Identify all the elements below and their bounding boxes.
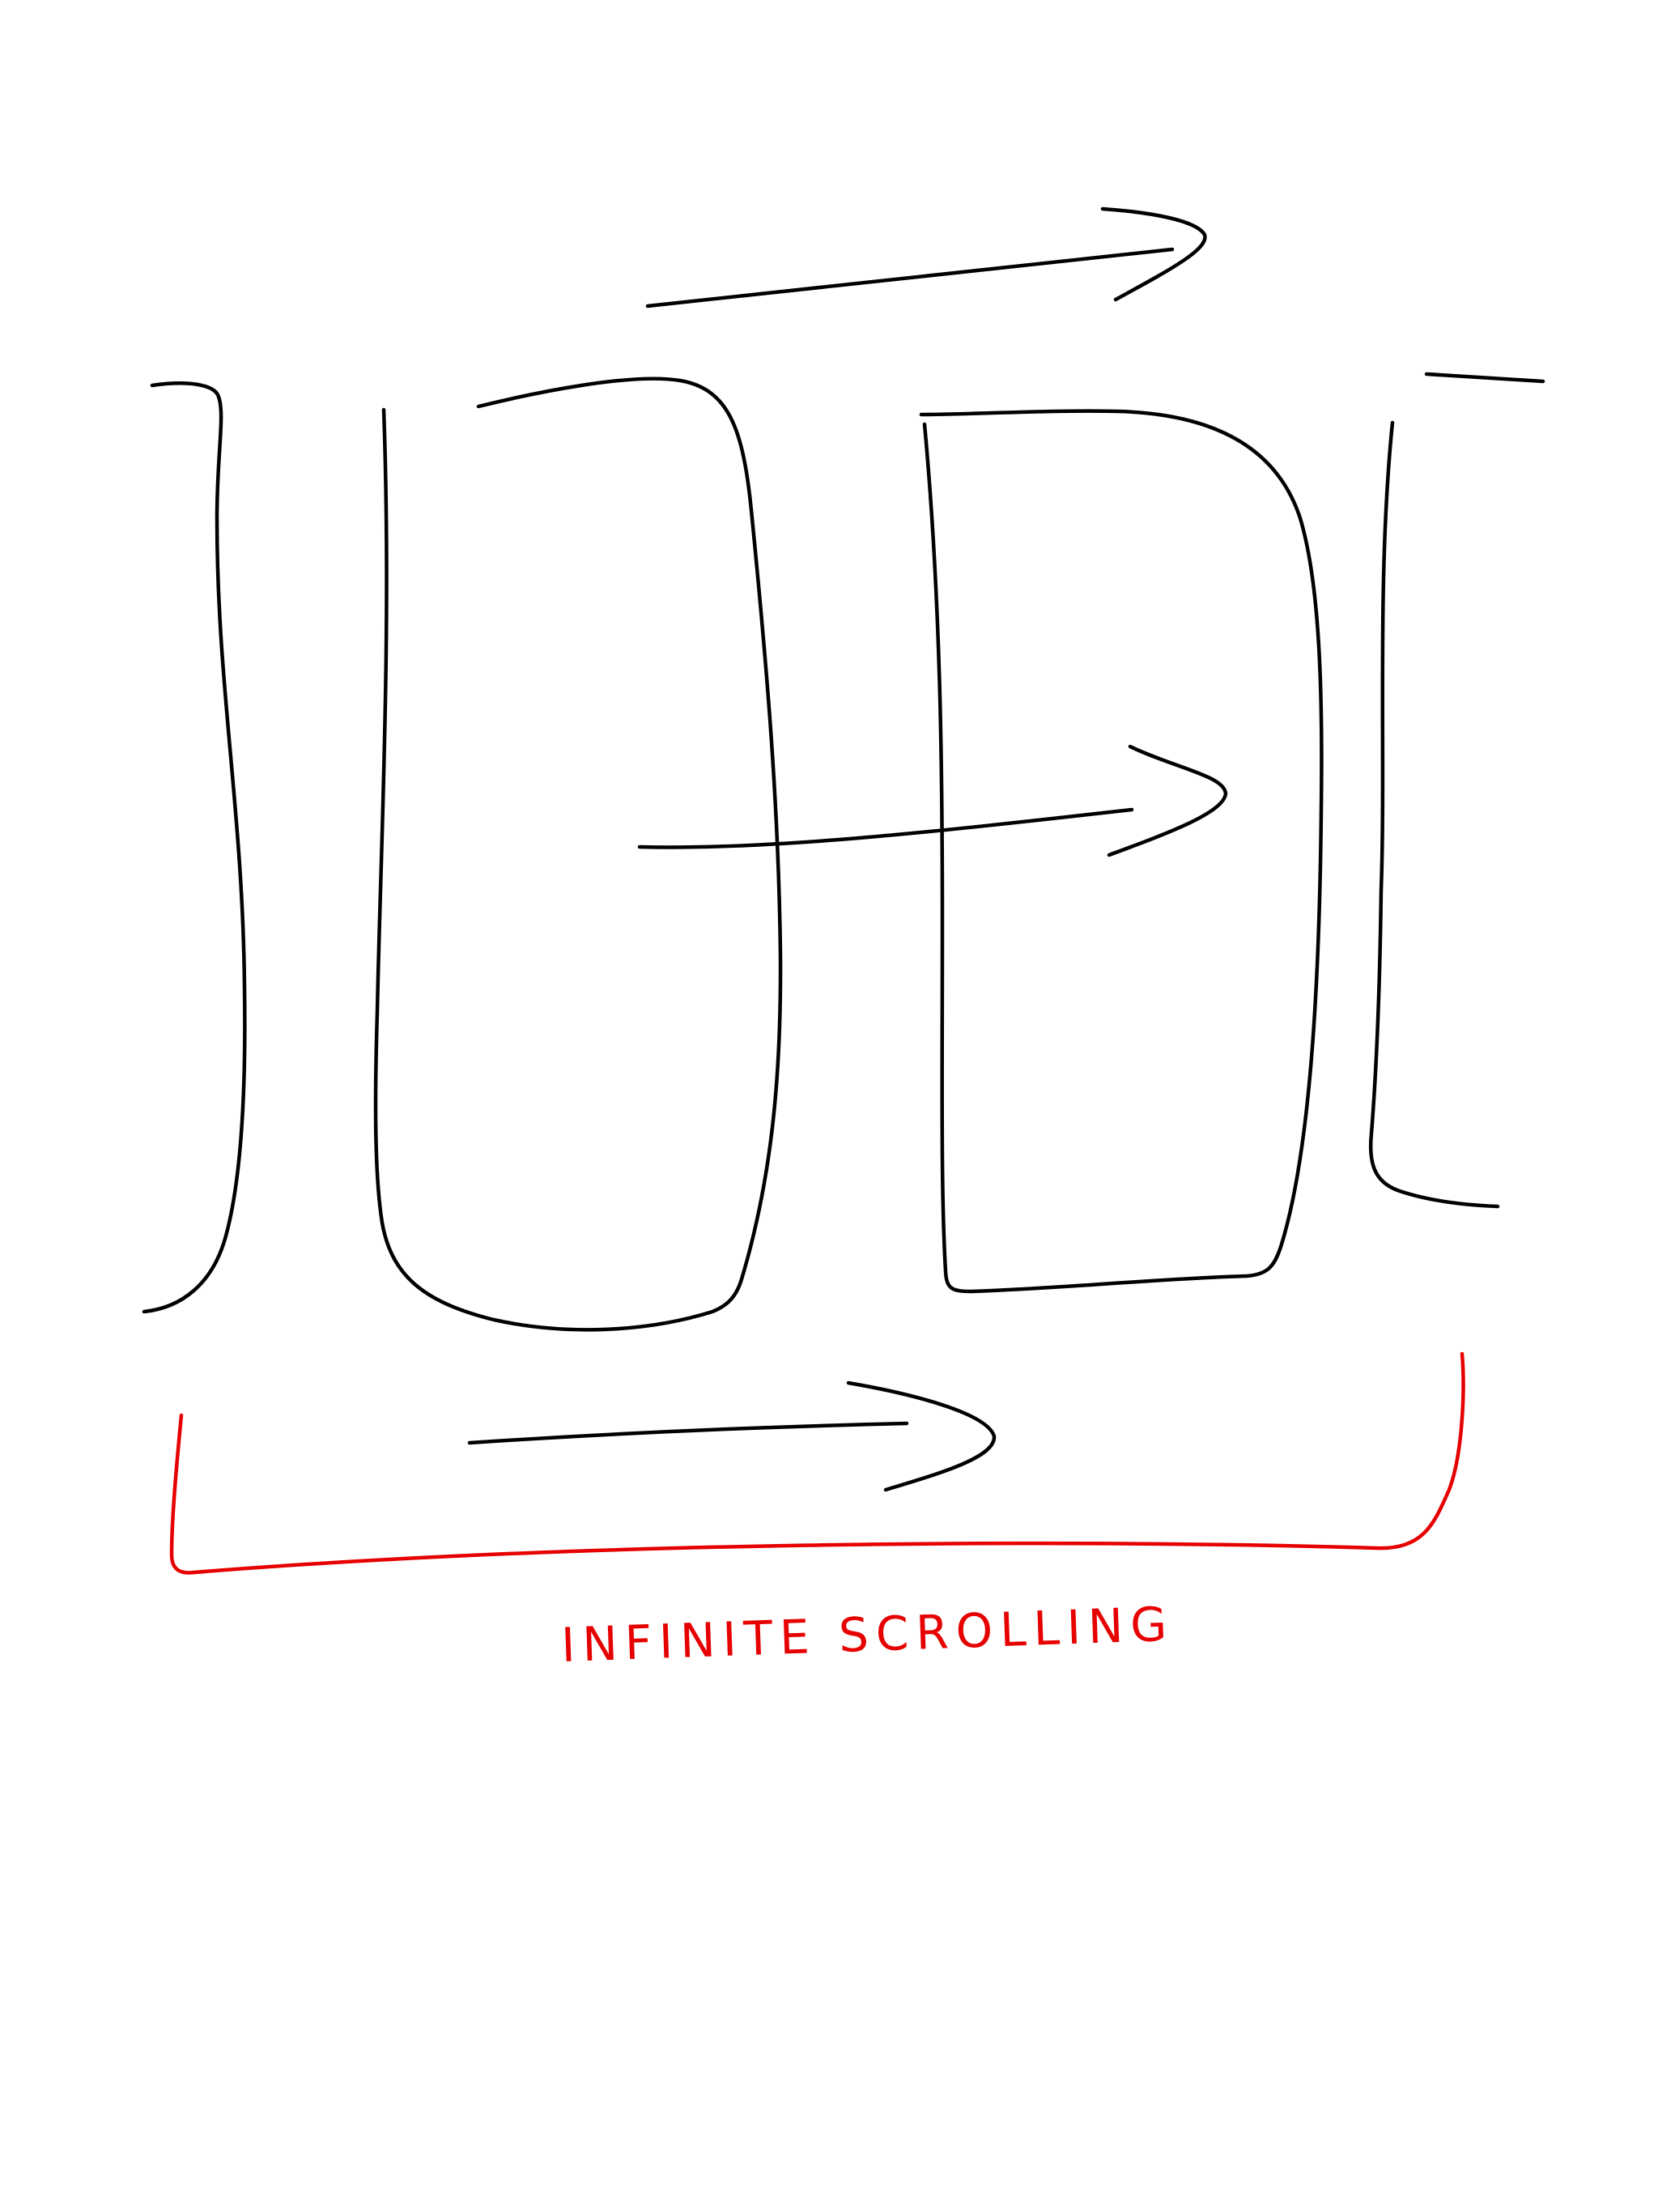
card-left-partial (142, 381, 247, 1314)
card-right-partial-top (1424, 372, 1545, 384)
arrow-middle-head (1107, 744, 1228, 857)
arrow-middle (637, 807, 1134, 849)
caption-infinite-scrolling: INFINITE SCROLLING (560, 1597, 1175, 1673)
arrow-bottom (467, 1421, 909, 1445)
arrow-top-head (1100, 206, 1207, 302)
arrow-bottom-head (846, 1380, 997, 1492)
bracket-infinite-scroll (169, 1351, 1465, 1575)
arrow-top (645, 247, 1175, 308)
card-right-partial (1368, 420, 1500, 1209)
card-third (919, 409, 1324, 1294)
card-second (373, 376, 783, 1332)
